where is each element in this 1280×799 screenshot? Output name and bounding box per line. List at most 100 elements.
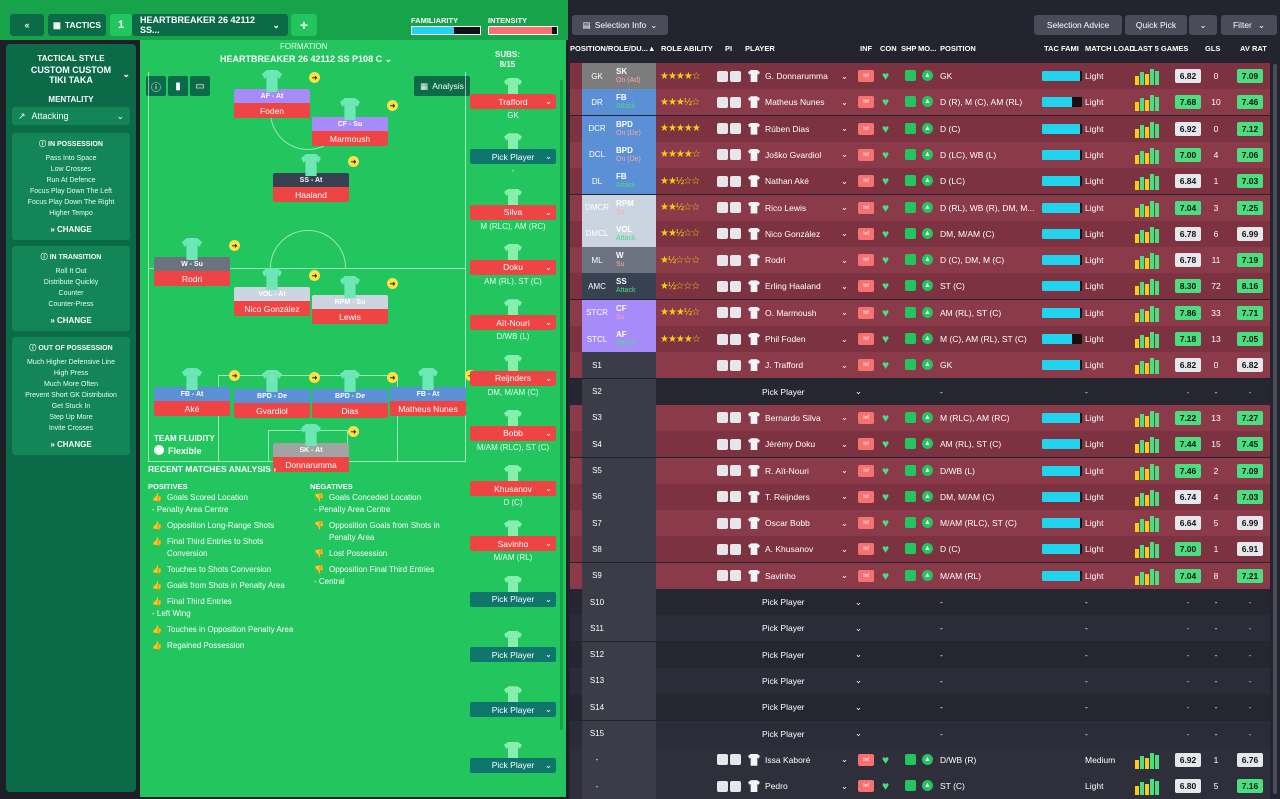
- pi-icons[interactable]: [717, 458, 745, 484]
- pi-icons[interactable]: [717, 89, 745, 115]
- pi-icons[interactable]: [717, 142, 745, 168]
- tactical-style-name[interactable]: CUSTOM CUSTOM TIKI TAKA ⌄: [30, 65, 130, 85]
- sub-player[interactable]: Bobb ⌄: [470, 425, 556, 441]
- player-cell[interactable]: Bernardo Silva ⌄: [748, 405, 858, 431]
- player-cell[interactable]: J. Trafford ⌄: [748, 352, 858, 378]
- col-role-ability[interactable]: ROLE ABILITY: [661, 44, 713, 53]
- sub-player[interactable]: Pick Player ⌄: [470, 702, 556, 718]
- pick-player-select[interactable]: Pick Player ⌄: [762, 649, 862, 660]
- recent-matches-analysis-title[interactable]: RECENT MATCHES ANALYSIS ›: [148, 464, 277, 474]
- table-row[interactable]: - Issa Kaboré ⌄ Inf ♥ ▲ D/WB (R) Medium 6.92 6.76…: [570, 746, 1270, 773]
- role-duty[interactable]: [612, 720, 656, 747]
- sub-slot[interactable]: Savinho ⌄ M/AM (RL): [470, 520, 556, 562]
- pi-icons[interactable]: [717, 352, 745, 378]
- pi-icons[interactable]: [717, 405, 745, 431]
- role-duty[interactable]: [612, 667, 656, 694]
- role-duty[interactable]: [612, 352, 656, 379]
- col-goals[interactable]: GLS: [1205, 44, 1221, 53]
- sub-slot[interactable]: Aït-Nouri ⌄ D/WB (L): [470, 299, 556, 341]
- selection-advice-button[interactable]: Selection Advice: [1034, 15, 1122, 35]
- role-duty[interactable]: BPD On (De): [612, 141, 656, 168]
- sub-player[interactable]: Pick Player ⌄: [470, 149, 556, 165]
- analysis-item[interactable]: 👍 Touches in Opposition Penalty Area: [152, 625, 294, 634]
- sub-slot[interactable]: Bobb ⌄ M/AM (RLC), ST (C): [470, 409, 556, 452]
- pi-icons[interactable]: [717, 247, 745, 273]
- role-duty[interactable]: [612, 589, 656, 615]
- pitch-player[interactable]: SK - At Donnarumma ➜: [273, 424, 359, 472]
- pi-icons[interactable]: [717, 484, 745, 510]
- table-row[interactable]: S10 Pick Player ⌄ - - - - -: [570, 589, 1270, 615]
- sub-slot[interactable]: Pick Player ⌄: [470, 741, 556, 775]
- pi-icons[interactable]: [717, 773, 745, 799]
- sub-player[interactable]: Pick Player ⌄: [470, 591, 556, 607]
- table-row[interactable]: S6 T. Reijnders ⌄ Inf ♥ ▲ DM, M/AM (C) Light 6.7…: [570, 483, 1270, 510]
- role-duty[interactable]: [612, 773, 656, 799]
- table-row[interactable]: S3 Bernardo Silva ⌄ Inf ♥ ▲ M (RLC), AM (RC) Li…: [570, 404, 1270, 431]
- pick-player-select[interactable]: Pick Player ⌄: [762, 386, 862, 397]
- sub-slot[interactable]: Pick Player ⌄ -: [470, 133, 556, 175]
- player-role[interactable]: FB - At: [154, 387, 230, 401]
- table-row[interactable]: S15 Pick Player ⌄ - - - - -: [570, 720, 1270, 747]
- col-match-load[interactable]: MATCH LOAD: [1085, 44, 1135, 53]
- analysis-item[interactable]: 👎 Lost Possession: [314, 549, 388, 558]
- player-role[interactable]: AF - At: [234, 89, 310, 103]
- pitch-player[interactable]: FB - At Aké ➜: [154, 368, 240, 416]
- sub-player[interactable]: Savinho ⌄: [470, 536, 556, 552]
- table-row[interactable]: S12 Pick Player ⌄ - - - - -: [570, 641, 1270, 668]
- role-duty[interactable]: [612, 404, 656, 431]
- role-duty[interactable]: VOL Attack: [612, 220, 656, 247]
- player-role[interactable]: W - Su: [154, 257, 230, 271]
- table-row[interactable]: STCL AF Attack ★★★★☆ Phil Foden ⌄ Inf ♥ ▲ M (C), …: [570, 326, 1270, 352]
- mentality-select[interactable]: ↗ Attacking ⌄: [12, 107, 130, 125]
- pick-player-select[interactable]: Pick Player ⌄: [762, 596, 862, 608]
- player-cell[interactable]: Rodri ⌄: [748, 247, 858, 273]
- col-mo[interactable]: MO...: [918, 44, 937, 53]
- table-row[interactable]: DR FB Attack ★★★½☆ Matheus Nunes ⌄ Inf ♥ ▲ D (R),…: [570, 89, 1270, 116]
- table-row[interactable]: ML W Su ★½☆☆☆ Rodri ⌄ Inf ♥ ▲ D (C), DM, M (C) Lig…: [570, 247, 1270, 274]
- pitch-player[interactable]: BPD - De Gvardiol ➜: [234, 370, 320, 418]
- pi-icons[interactable]: [717, 168, 745, 194]
- role-duty[interactable]: [612, 431, 656, 458]
- analysis-item[interactable]: 👍 Touches to Shots Conversion: [152, 565, 272, 574]
- role-duty[interactable]: SS Attack: [612, 273, 656, 300]
- pitch-player[interactable]: SS - At Haaland ➜: [273, 154, 359, 202]
- player-cell[interactable]: Erling Haaland ⌄: [748, 273, 858, 299]
- role-duty[interactable]: [612, 457, 656, 484]
- player-cell[interactable]: G. Donnarumma ⌄: [748, 63, 858, 89]
- player-role[interactable]: RPM - Su: [312, 295, 388, 309]
- player-cell[interactable]: Rúben Dias ⌄: [748, 116, 858, 142]
- sub-player[interactable]: Trafford ⌄: [470, 94, 556, 109]
- analysis-item[interactable]: 👎 Opposition Final Third Entries - Central: [314, 565, 435, 586]
- pi-icons[interactable]: [717, 563, 745, 589]
- sub-slot[interactable]: Pick Player ⌄: [470, 575, 556, 609]
- table-row[interactable]: S14 Pick Player ⌄ - - - - -: [570, 694, 1270, 721]
- player-cell[interactable]: Rico Lewis ⌄: [748, 195, 858, 221]
- pi-icons[interactable]: [717, 221, 745, 247]
- sub-player[interactable]: Khusanov ⌄: [470, 481, 556, 497]
- table-row[interactable]: STCR CF Su ★★★½☆ O. Marmoush ⌄ Inf ♥ ▲ AM (RL), S…: [570, 299, 1270, 326]
- sub-slot[interactable]: Trafford ⌄ GK: [470, 78, 556, 120]
- role-duty[interactable]: [612, 483, 656, 510]
- player-role[interactable]: SK - At: [273, 443, 349, 457]
- col-con[interactable]: CON: [880, 44, 897, 53]
- role-duty[interactable]: FB Attack: [612, 168, 656, 195]
- role-duty[interactable]: [612, 615, 656, 642]
- player-cell[interactable]: Issa Kaboré ⌄: [748, 747, 858, 773]
- pick-player-select[interactable]: Pick Player ⌄: [762, 622, 862, 634]
- player-cell[interactable]: A. Khusanov ⌄: [748, 536, 858, 562]
- back-button[interactable]: «: [10, 14, 44, 36]
- info-icon[interactable]: ⓘ: [146, 76, 166, 96]
- pitch-player[interactable]: W - Su Rodri ➜: [154, 238, 240, 286]
- role-duty[interactable]: [612, 746, 656, 773]
- table-row[interactable]: DCL BPD On (De) ★★★★☆ Joško Gvardiol ⌄ Inf ♥ ▲ D …: [570, 141, 1270, 168]
- player-cell[interactable]: T. Reijnders ⌄: [748, 484, 858, 510]
- pitch-player[interactable]: VOL - At Nico González ➜: [234, 268, 320, 316]
- pi-icons[interactable]: [717, 747, 745, 773]
- analysis-item[interactable]: 👍 Regained Possession: [152, 641, 245, 650]
- sub-slot[interactable]: Pick Player ⌄: [470, 686, 556, 719]
- player-role[interactable]: CF - Su: [312, 117, 388, 131]
- add-tactic-button[interactable]: +: [291, 14, 317, 36]
- col-last-5-games[interactable]: LAST 5 GAMES: [1133, 44, 1189, 53]
- table-row[interactable]: S9 Savinho ⌄ Inf ♥ ▲ M/AM (RL) Light 7.04 7.21 8: [570, 562, 1270, 589]
- role-duty[interactable]: FB Attack: [612, 89, 656, 116]
